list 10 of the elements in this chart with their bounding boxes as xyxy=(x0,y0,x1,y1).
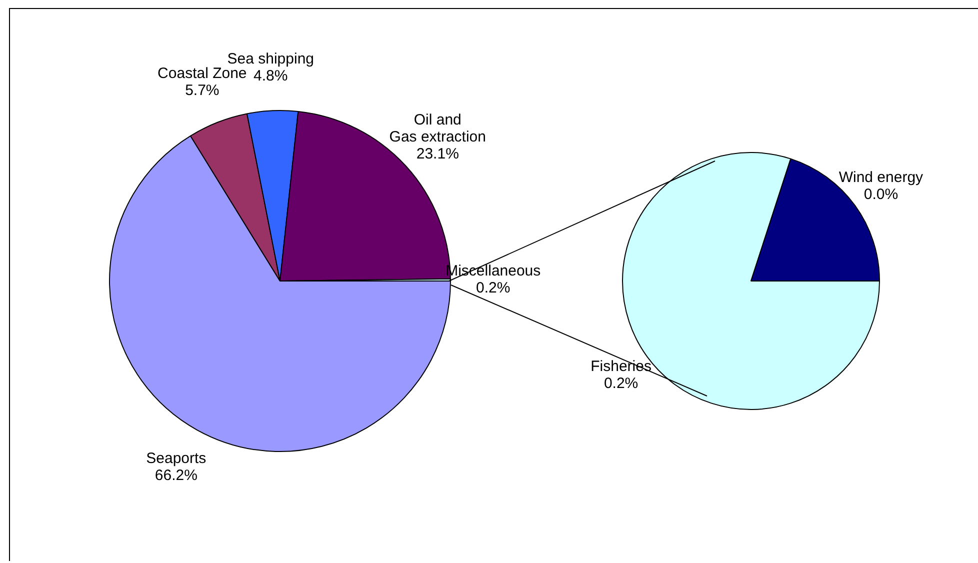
data-label: 0.0% xyxy=(864,186,898,204)
slice-label: Oil and Gas extraction xyxy=(389,112,486,146)
data-label: 23.1% xyxy=(416,146,459,163)
slice-label: Coastal Zone xyxy=(158,65,247,82)
data-label: 5.7% xyxy=(185,82,220,100)
data-label: 66.2% xyxy=(154,466,198,484)
slice-label: Wind energy xyxy=(838,169,924,186)
slice-label: Sea shipping xyxy=(227,50,314,68)
slice-label: Seaports xyxy=(146,450,206,467)
data-label: 4.8% xyxy=(254,68,288,85)
